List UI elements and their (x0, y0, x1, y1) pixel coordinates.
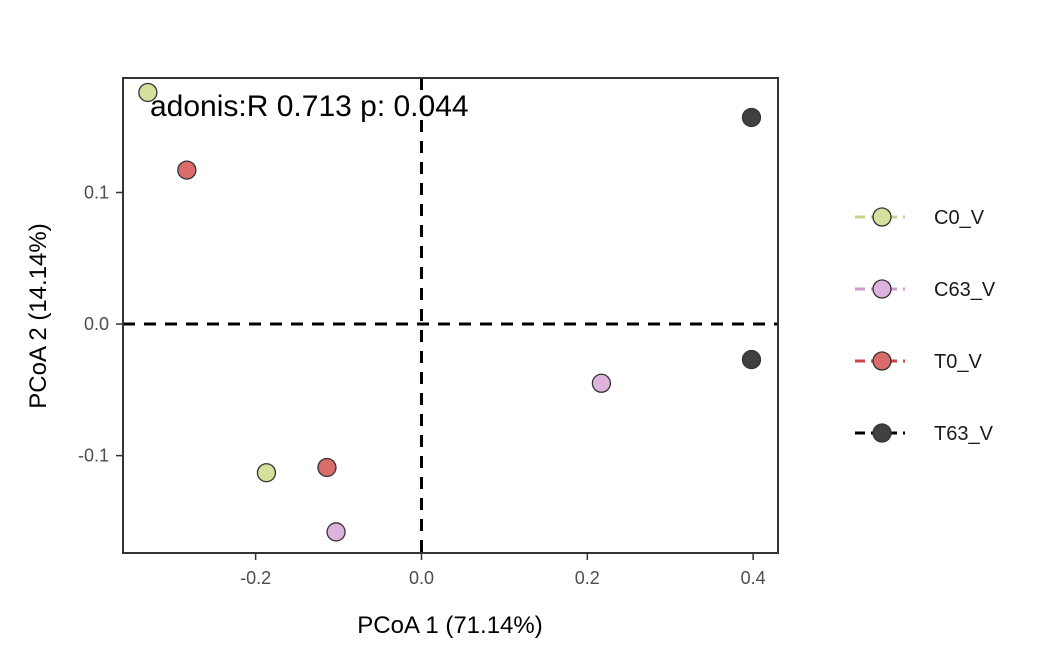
y-tick-label: 0.0 (84, 314, 109, 334)
x-tick-label: 0.2 (575, 568, 600, 588)
y-tick-label: -0.1 (78, 446, 109, 466)
legend-key-point-t63-v (872, 423, 892, 443)
point-c63-v (591, 373, 612, 393)
x-tick-label: 0.4 (741, 568, 766, 588)
legend: C0_V C63_V T0_V T63_V (855, 207, 996, 445)
legend-label-t0-v: T0_V (934, 351, 982, 373)
adonis-annotation: adonis:R 0.713 p: 0.044 (150, 90, 469, 123)
legend-key-point-c0-v (872, 207, 892, 227)
point-c0-v (138, 82, 158, 103)
point-c63-v (326, 522, 346, 542)
point-t0-v (317, 457, 337, 478)
panel-background (123, 78, 778, 553)
reference-lines (123, 78, 778, 553)
legend-label-c0-v: C0_V (934, 207, 985, 229)
legend-key-point-t0-v (872, 351, 892, 371)
y-axis-title: PCoA 2 (14.14%) (25, 223, 52, 408)
legend-label-c63-v: C63_V (934, 279, 996, 301)
data-points (138, 82, 762, 542)
y-axis: -0.1 0.0 0.1 (78, 182, 123, 466)
x-tick-label: 0.0 (409, 568, 434, 588)
point-t63-v (741, 107, 762, 128)
point-c0-v (256, 463, 277, 483)
legend-label-t63-v: T63_V (934, 423, 994, 445)
point-t63-v (741, 349, 762, 370)
point-t0-v (177, 160, 197, 180)
x-tick-label: -0.2 (240, 568, 271, 588)
legend-key-point-c63-v (872, 279, 892, 299)
x-axis: -0.2 0.0 0.2 0.4 (240, 553, 766, 588)
x-axis-title: PCoA 1 (71.14%) (357, 612, 542, 639)
panel-border (122, 77, 779, 554)
y-tick-label: 0.1 (84, 182, 109, 202)
